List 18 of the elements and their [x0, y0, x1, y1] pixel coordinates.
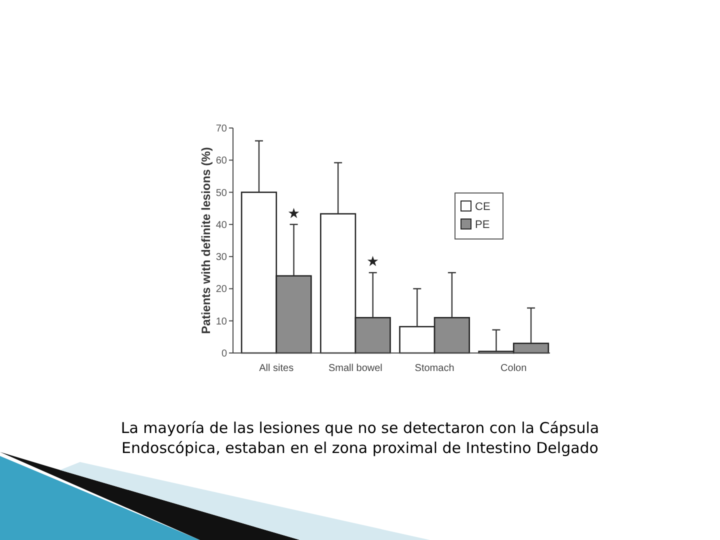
y-tick-label: 20	[216, 284, 228, 296]
x-tick-label: Stomach	[414, 363, 454, 374]
y-tick-label: 50	[216, 188, 228, 199]
y-axis-title: Patients with definite lesions (%)	[199, 147, 213, 334]
legend-label: CE	[475, 200, 490, 213]
y-tick-label: 40	[216, 220, 228, 231]
x-tick-label: All sites	[259, 363, 294, 374]
legend-label: PE	[475, 218, 490, 231]
y-tick-label: 60	[216, 156, 228, 167]
y-tick-label: 30	[216, 252, 228, 264]
text: La mayoría de las lesiones que no se detectaron con la Cápsula Endoscópica, estaban en el zona proximal de Intestino Delgado	[120, 418, 600, 458]
annotation: ★	[287, 205, 300, 221]
y-tick-label: 0	[221, 348, 228, 360]
x-tick-label: Small bowel	[328, 363, 382, 374]
y-tick-label: 70	[216, 124, 228, 134]
x-tick-label: Colon	[500, 363, 527, 374]
annotation: ★	[366, 253, 380, 270]
y-tick-label: 10	[216, 316, 228, 328]
